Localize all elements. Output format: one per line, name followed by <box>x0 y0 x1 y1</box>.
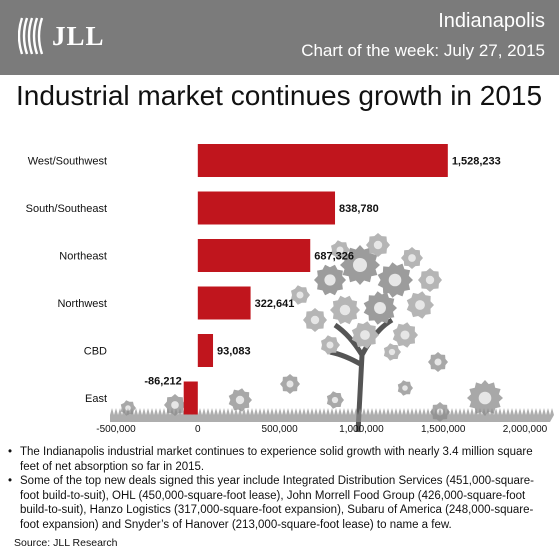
gear-icon <box>331 240 350 260</box>
gear-icon <box>406 291 434 319</box>
gear-icon <box>383 343 401 361</box>
gear-icon <box>314 264 346 296</box>
jll-logo: JLL <box>18 14 105 58</box>
x-tick-label: 2,000,000 <box>503 424 548 435</box>
gear-icon <box>418 268 442 292</box>
gear-icon <box>340 245 380 285</box>
value-labels: 1,528,233 838,780 687,326 322,641 93,083 -86,… <box>144 156 500 388</box>
bar <box>197 286 251 320</box>
gear-icon <box>363 291 397 325</box>
gear-icon <box>351 321 379 349</box>
gear-icon <box>377 262 413 298</box>
category-label: South/Southeast <box>26 203 107 215</box>
gear-icon <box>392 322 418 348</box>
x-axis-ticks: -500,000 0 500,000 1,000,000 1,500,000 2,000,… <box>96 424 547 435</box>
gear-icon <box>366 233 390 257</box>
x-tick-label: -500,000 <box>96 424 136 435</box>
gear-icon <box>326 391 344 409</box>
bar <box>197 144 448 177</box>
category-label: CBD <box>84 346 107 358</box>
category-label: Northeast <box>59 251 107 263</box>
category-labels: West/Southwest South/Southeast Northeast No… <box>26 156 107 406</box>
value-label: 1,528,233 <box>452 156 501 168</box>
value-label: -86,212 <box>144 376 181 388</box>
note-item: The Indianapolis industrial market conti… <box>6 445 551 474</box>
value-label: 687,326 <box>314 251 354 263</box>
header-city: Indianapolis <box>438 10 545 32</box>
x-tick-label: 1,000,000 <box>339 424 384 435</box>
value-label: 322,641 <box>255 298 295 310</box>
category-label: West/Southwest <box>28 156 107 168</box>
category-label: Northwest <box>57 298 107 310</box>
x-tick-label: 1,500,000 <box>421 424 466 435</box>
page-title: Industrial market continues growth in 20… <box>16 80 543 111</box>
bar-chart: West/Southwest South/Southeast Northeast No… <box>26 144 554 435</box>
grass <box>110 408 554 422</box>
bar <box>197 334 214 367</box>
source-note: Source: JLL Research <box>14 537 118 549</box>
bar <box>197 191 336 225</box>
gear-icon <box>467 380 503 416</box>
bar <box>197 239 311 272</box>
category-label: East <box>85 393 107 405</box>
bars <box>183 144 448 415</box>
header-subtitle: Chart of the week: July 27, 2015 <box>301 41 545 60</box>
gear-icon <box>280 374 300 394</box>
x-tick-label: 0 <box>195 424 201 435</box>
header-bar: JLL Indianapolis Chart of the week: July… <box>0 0 559 75</box>
gear-icon <box>428 352 448 372</box>
bar <box>183 381 198 415</box>
notes-list: The Indianapolis industrial market conti… <box>6 445 551 532</box>
note-item: Some of the top new deals signed this ye… <box>6 474 551 532</box>
value-label: 93,083 <box>217 346 251 358</box>
gear-icon <box>303 308 327 332</box>
gear-icon <box>397 380 413 396</box>
gear-icon <box>401 247 423 269</box>
gear-icon <box>321 335 340 355</box>
gear-icon <box>330 295 360 325</box>
gear-tree-illustration <box>110 233 554 433</box>
gear-icon <box>291 285 310 305</box>
jll-logo-icon <box>18 17 44 55</box>
x-tick-label: 500,000 <box>262 424 299 435</box>
gear-icon <box>228 388 252 412</box>
value-label: 838,780 <box>339 203 379 215</box>
logo-text: JLL <box>52 20 105 51</box>
